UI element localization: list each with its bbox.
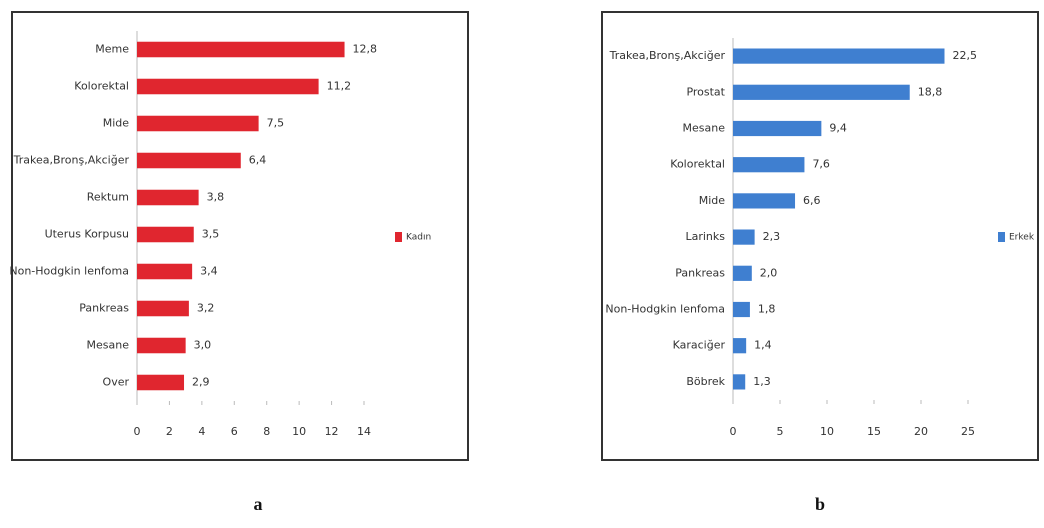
y-tick-label: Kolorektal bbox=[670, 158, 725, 171]
bar bbox=[733, 84, 910, 100]
value-label: 3,0 bbox=[194, 339, 212, 352]
y-tick-label: Meme bbox=[95, 43, 129, 56]
value-label: 6,6 bbox=[803, 194, 821, 207]
y-tick-label: Trakea,Bronş,Akciğer bbox=[609, 49, 726, 62]
value-label: 1,3 bbox=[753, 375, 771, 388]
y-tick-label: Böbrek bbox=[686, 375, 725, 388]
y-tick-label: Uterus Korpusu bbox=[45, 228, 129, 241]
value-label: 11,2 bbox=[327, 80, 352, 93]
value-label: 12,8 bbox=[353, 43, 378, 56]
x-tick-label: 20 bbox=[914, 425, 928, 438]
value-label: 18,8 bbox=[918, 85, 943, 98]
value-label: 2,3 bbox=[763, 230, 781, 243]
x-tick-label: 0 bbox=[730, 425, 737, 438]
chart-frame bbox=[601, 11, 1039, 461]
y-tick-label: Mide bbox=[103, 117, 130, 130]
bar bbox=[733, 301, 750, 318]
bar bbox=[137, 300, 189, 317]
value-label: 7,5 bbox=[267, 117, 285, 130]
bar bbox=[137, 226, 194, 243]
y-tick-label: Pankreas bbox=[79, 302, 129, 315]
value-label: 1,4 bbox=[754, 339, 772, 352]
x-tick-label: 25 bbox=[961, 425, 975, 438]
value-label: 2,9 bbox=[192, 376, 210, 389]
bar bbox=[137, 152, 241, 169]
bar bbox=[137, 374, 185, 391]
value-label: 22,5 bbox=[953, 49, 978, 62]
bar bbox=[137, 337, 186, 354]
bar bbox=[733, 193, 796, 209]
y-tick-label: Mide bbox=[699, 194, 726, 207]
bar bbox=[137, 41, 345, 58]
legend-swatch bbox=[395, 232, 402, 242]
value-label: 3,4 bbox=[200, 265, 218, 278]
bar bbox=[733, 157, 805, 173]
x-tick-label: 6 bbox=[231, 425, 238, 438]
y-tick-label: Trakea,Bronş,Akciğer bbox=[13, 154, 130, 167]
x-tick-label: 14 bbox=[357, 425, 371, 438]
legend-label: Kadın bbox=[406, 233, 431, 243]
x-tick-label: 10 bbox=[820, 425, 834, 438]
bar bbox=[733, 120, 822, 137]
y-tick-label: Non-Hodgkin lenfoma bbox=[605, 303, 725, 316]
x-tick-label: 2 bbox=[166, 425, 173, 438]
value-label: 1,8 bbox=[758, 303, 776, 316]
value-label: 7,6 bbox=[812, 158, 830, 171]
bar bbox=[733, 265, 752, 281]
y-tick-label: Pankreas bbox=[675, 266, 725, 279]
x-tick-label: 10 bbox=[292, 425, 306, 438]
bar bbox=[137, 189, 199, 206]
y-tick-label: Prostat bbox=[686, 85, 725, 98]
x-tick-label: 0 bbox=[134, 425, 141, 438]
value-label: 6,4 bbox=[249, 154, 267, 167]
bar bbox=[733, 229, 755, 245]
y-tick-label: Kolorektal bbox=[74, 80, 129, 93]
legend-swatch bbox=[998, 232, 1005, 242]
bar bbox=[137, 263, 193, 280]
bar bbox=[137, 115, 259, 132]
panel-label: b bbox=[815, 494, 825, 514]
value-label: 9,4 bbox=[829, 122, 847, 135]
y-tick-label: Non-Hodgkin lenfoma bbox=[9, 265, 129, 278]
value-label: 2,0 bbox=[760, 266, 778, 279]
bar bbox=[733, 374, 746, 390]
y-tick-label: Larinks bbox=[685, 230, 725, 243]
x-tick-label: 12 bbox=[325, 425, 339, 438]
x-tick-label: 8 bbox=[263, 425, 270, 438]
y-tick-label: Mesane bbox=[683, 122, 726, 135]
x-tick-label: 5 bbox=[777, 425, 784, 438]
value-label: 3,5 bbox=[202, 228, 220, 241]
bar bbox=[733, 48, 945, 64]
x-tick-label: 4 bbox=[198, 425, 205, 438]
y-tick-label: Mesane bbox=[87, 339, 130, 352]
y-tick-label: Karaciğer bbox=[673, 339, 726, 352]
bar bbox=[137, 78, 319, 95]
bar bbox=[733, 338, 747, 354]
x-tick-label: 15 bbox=[867, 425, 881, 438]
value-label: 3,8 bbox=[207, 191, 225, 204]
value-label: 3,2 bbox=[197, 302, 215, 315]
legend-label: Erkek bbox=[1009, 233, 1035, 243]
panel-label: a bbox=[254, 494, 263, 514]
y-tick-label: Over bbox=[103, 376, 130, 389]
y-tick-label: Rektum bbox=[87, 191, 129, 204]
